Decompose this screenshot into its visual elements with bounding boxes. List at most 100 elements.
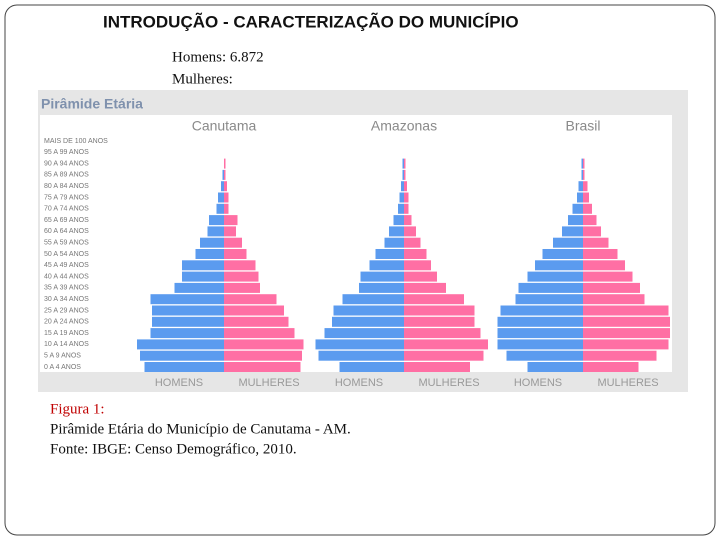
bar: [497, 328, 583, 339]
bar: [398, 203, 404, 214]
bar: [583, 215, 597, 226]
bar: [224, 260, 256, 271]
stat: Mulheres:: [172, 71, 233, 87]
bar: [384, 237, 404, 248]
bar: [224, 362, 301, 372]
panel-title: Amazonas: [371, 118, 437, 134]
age-label: 85 A 89 ANOS: [44, 172, 89, 179]
bar: [224, 305, 284, 316]
bar: [577, 192, 583, 203]
bar: [339, 362, 404, 372]
bar: [224, 328, 295, 339]
bar: [404, 249, 427, 259]
bar: [562, 226, 583, 237]
bar: [224, 215, 238, 226]
bar: [224, 249, 247, 259]
age-label: 30 A 34 ANOS: [44, 296, 89, 303]
age-label: 90 A 94 ANOS: [44, 160, 89, 167]
bar: [500, 305, 583, 316]
age-label: 0 A 4 ANOS: [44, 364, 81, 371]
bar: [506, 350, 583, 361]
bar: [333, 305, 404, 316]
bar: [568, 215, 583, 226]
bar: [404, 203, 409, 214]
bar: [221, 181, 224, 192]
bar: [224, 203, 229, 214]
age-label: 5 A 9 ANOS: [44, 353, 81, 360]
bar: [497, 339, 583, 350]
bar: [404, 339, 488, 350]
bar: [182, 271, 224, 282]
bar: [404, 260, 431, 271]
bar: [497, 316, 583, 327]
bar: [207, 226, 224, 237]
caption: Fonte: IBGE: Censo Demográfico, 2010.: [50, 441, 297, 457]
bar: [224, 282, 260, 293]
bar: [583, 282, 640, 293]
bar: [404, 271, 437, 282]
bar: [542, 249, 583, 259]
bar: [140, 350, 224, 361]
age-label: 25 A 29 ANOS: [44, 307, 89, 314]
bar: [583, 260, 625, 271]
bar: [195, 249, 224, 259]
bar: [224, 158, 226, 169]
bar: [399, 192, 404, 203]
bar: [360, 271, 404, 282]
bar: [318, 350, 404, 361]
bar: [583, 226, 601, 237]
bar: [583, 249, 618, 259]
bar: [581, 158, 583, 169]
bar: [224, 169, 226, 180]
bar: [583, 316, 670, 327]
bar: [583, 158, 585, 169]
age-label: 55 A 59 ANOS: [44, 240, 89, 247]
bar: [402, 169, 404, 180]
bar: [375, 249, 404, 259]
age-label: 35 A 39 ANOS: [44, 285, 89, 292]
age-label: 40 A 44 ANOS: [44, 273, 89, 280]
bar: [342, 294, 404, 305]
bar: [315, 339, 404, 350]
caption-label: Figura 1:: [50, 401, 105, 417]
bar: [402, 158, 404, 169]
bar: [583, 294, 645, 305]
bar: [583, 192, 589, 203]
bar: [581, 169, 583, 180]
bar: [224, 237, 242, 248]
bar: [369, 260, 404, 271]
bar: [224, 294, 277, 305]
bar: [152, 316, 224, 327]
bar: [152, 305, 224, 316]
bar: [401, 181, 404, 192]
panel-title: Canutama: [192, 118, 257, 134]
bar: [583, 181, 588, 192]
bar: [393, 215, 404, 226]
age-label: 65 A 69 ANOS: [44, 217, 89, 224]
bar: [583, 350, 657, 361]
bar: [535, 260, 583, 271]
bar: [404, 294, 464, 305]
bar: [224, 339, 304, 350]
bar: [150, 328, 224, 339]
slide-title: INTRODUÇÃO - CARACTERIZAÇÃO DO MUNICÍPIO: [103, 11, 519, 31]
bar: [324, 328, 404, 339]
bar: [572, 203, 583, 214]
bar: [404, 215, 412, 226]
bar: [404, 362, 470, 372]
bar: [404, 328, 481, 339]
bar: [583, 271, 633, 282]
bar: [583, 328, 670, 339]
bar: [583, 203, 592, 214]
bar: [224, 192, 229, 203]
bar: [224, 316, 289, 327]
bar: [583, 305, 669, 316]
bar: [144, 362, 224, 372]
bar: [404, 305, 475, 316]
legend-label: HOMENS: [335, 377, 383, 389]
bar: [518, 282, 583, 293]
bar: [527, 271, 583, 282]
bar: [182, 260, 224, 271]
bar: [404, 226, 416, 237]
